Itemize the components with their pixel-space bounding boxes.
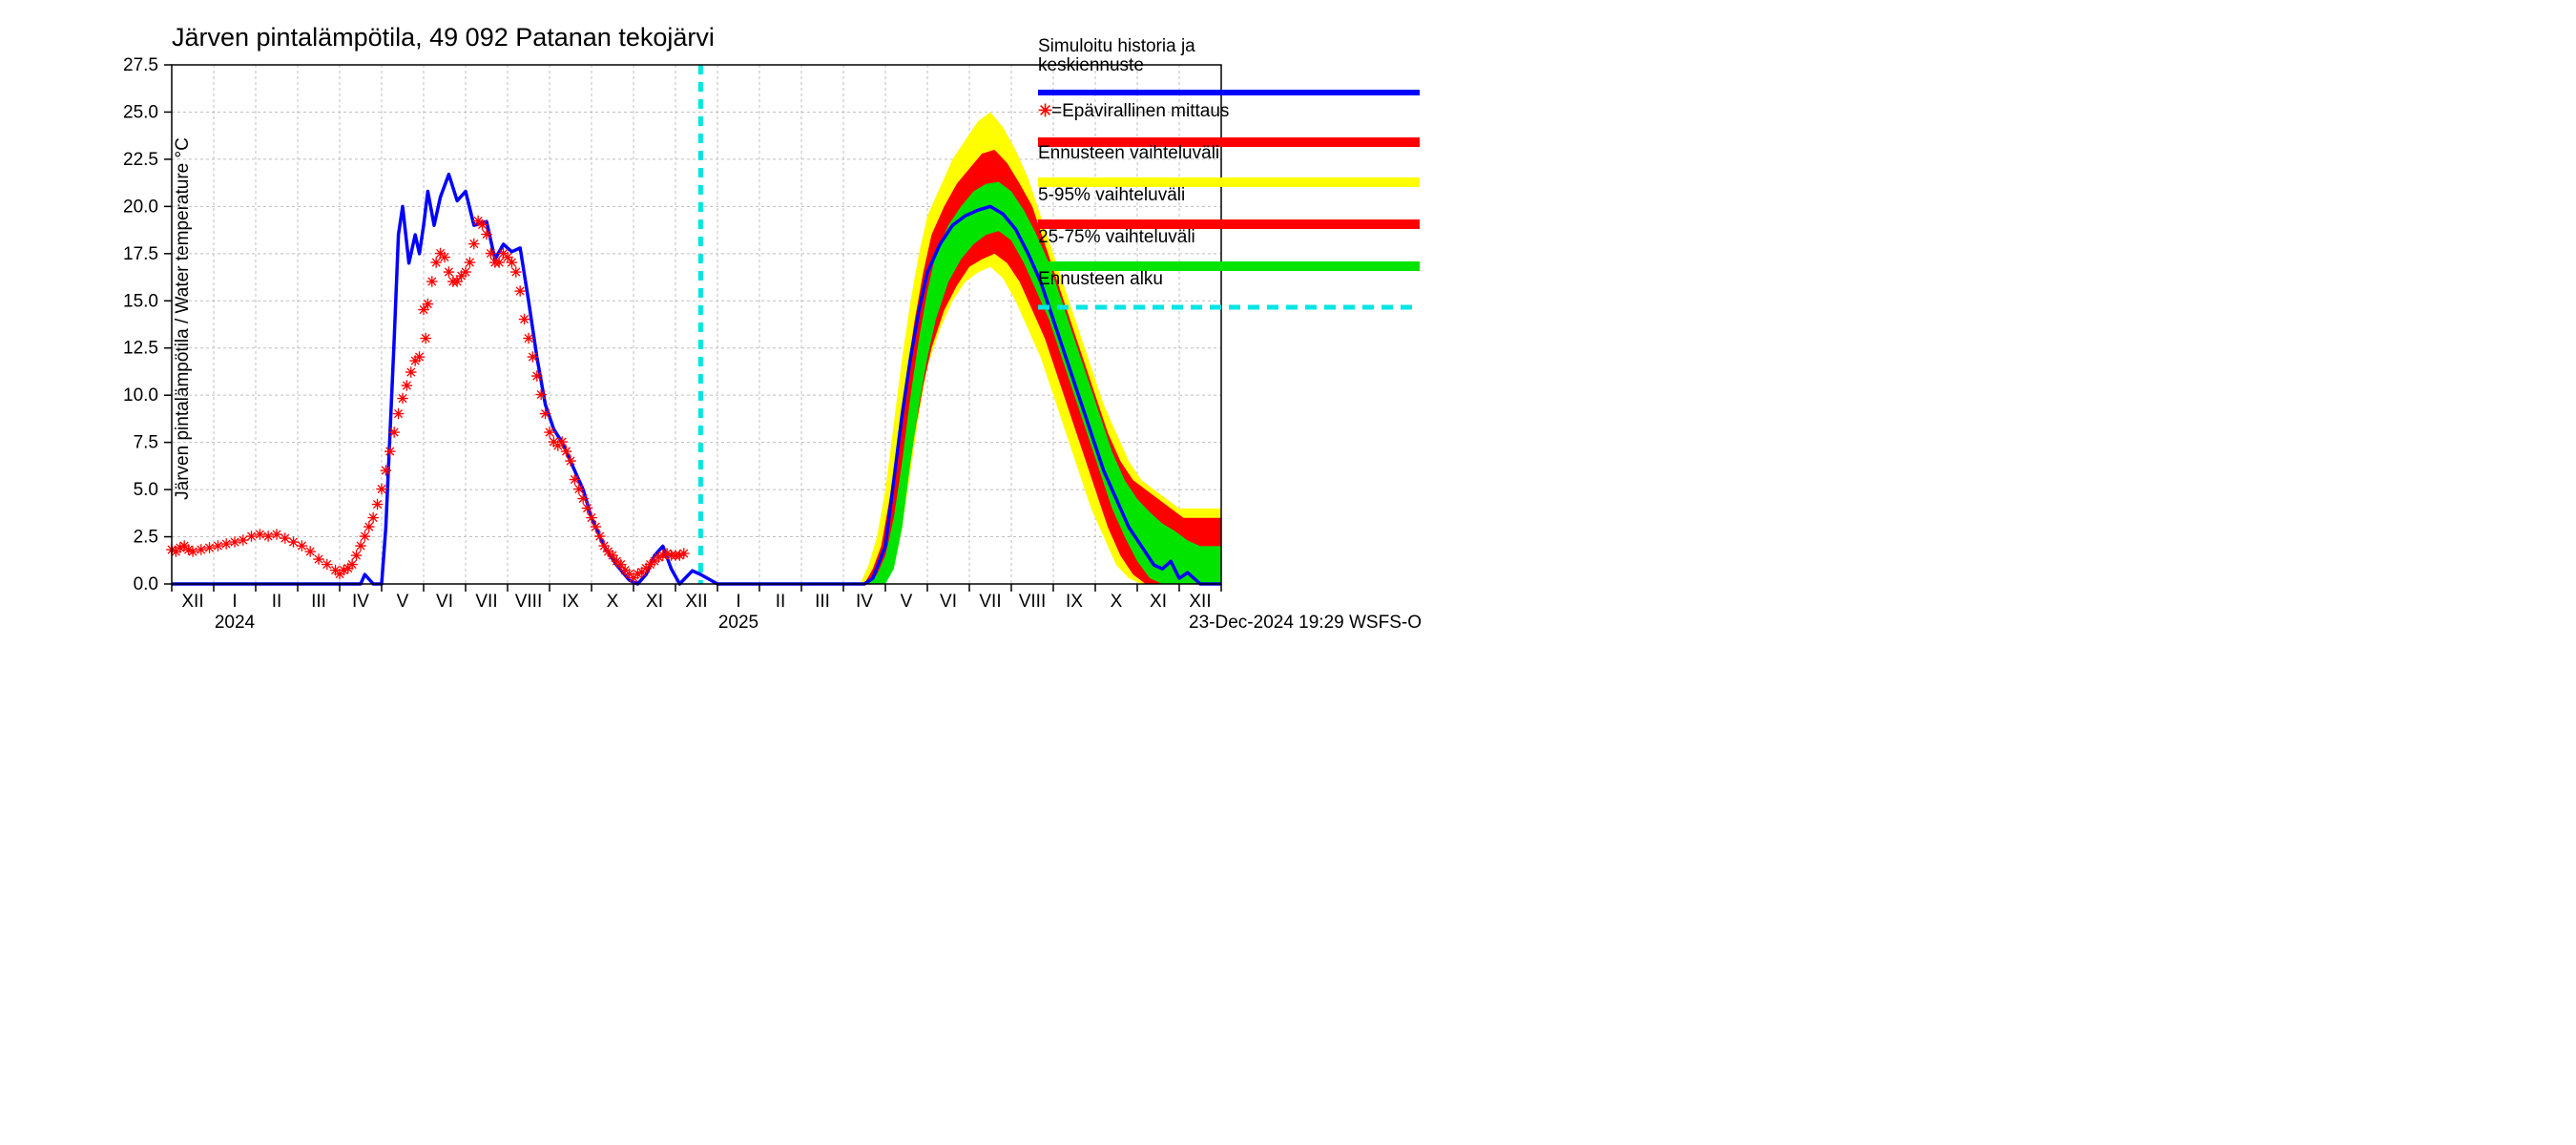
svg-text:✳: ✳ (678, 546, 691, 562)
svg-text:✳: ✳ (420, 331, 432, 347)
svg-text:✳: ✳ (481, 227, 493, 243)
svg-text:IV: IV (856, 592, 873, 612)
svg-text:VIII: VIII (515, 592, 543, 612)
svg-text:XI: XI (646, 592, 663, 612)
svg-text:V: V (901, 592, 913, 612)
svg-text:22.5: 22.5 (123, 150, 158, 170)
svg-text:=Epävirallinen mittaus: =Epävirallinen mittaus (1051, 101, 1229, 121)
svg-text:27.5: 27.5 (123, 55, 158, 75)
svg-text:III: III (815, 592, 830, 612)
svg-text:VII: VII (475, 592, 497, 612)
svg-text:Simuloitu historia ja: Simuloitu historia ja (1038, 36, 1195, 56)
svg-text:5-95% vaihteluväli: 5-95% vaihteluväli (1038, 185, 1185, 205)
svg-text:✳: ✳ (510, 265, 523, 281)
svg-text:✳: ✳ (380, 463, 392, 479)
svg-text:IV: IV (352, 592, 369, 612)
svg-text:17.5: 17.5 (123, 244, 158, 264)
svg-text:✳: ✳ (413, 350, 426, 366)
svg-text:IX: IX (1066, 592, 1083, 612)
svg-text:✳: ✳ (371, 497, 384, 513)
svg-text:✳: ✳ (392, 406, 405, 423)
svg-text:✳: ✳ (426, 274, 439, 290)
svg-text:Ennusteen alku: Ennusteen alku (1038, 269, 1163, 289)
svg-text:VII: VII (979, 592, 1001, 612)
svg-text:XII: XII (181, 592, 203, 612)
svg-text:2.5: 2.5 (134, 528, 158, 548)
svg-text:III: III (311, 592, 326, 612)
svg-text:✳: ✳ (565, 453, 577, 469)
svg-text:2024: 2024 (215, 613, 256, 633)
svg-text:✳: ✳ (464, 256, 476, 272)
svg-text:VI: VI (436, 592, 453, 612)
svg-text:✳: ✳ (518, 312, 530, 328)
svg-text:✳: ✳ (422, 297, 434, 313)
svg-text:✳: ✳ (527, 350, 539, 366)
svg-text:✳: ✳ (531, 368, 544, 385)
svg-text:VI: VI (940, 592, 957, 612)
svg-text:Ennusteen vaihteluväli: Ennusteen vaihteluväli (1038, 143, 1219, 163)
svg-text:0.0: 0.0 (134, 574, 158, 594)
svg-text:25-75% vaihteluväli: 25-75% vaihteluväli (1038, 227, 1195, 247)
svg-text:✳: ✳ (376, 482, 388, 498)
svg-text:X: X (607, 592, 619, 612)
svg-text:IX: IX (562, 592, 579, 612)
svg-text:✳: ✳ (439, 250, 451, 266)
svg-text:I: I (736, 592, 740, 612)
svg-text:25.0: 25.0 (123, 102, 158, 122)
svg-text:✳: ✳ (535, 387, 548, 404)
svg-text:20.0: 20.0 (123, 197, 158, 217)
svg-text:I: I (232, 592, 237, 612)
svg-text:10.0: 10.0 (123, 385, 158, 406)
svg-text:XII: XII (685, 592, 707, 612)
svg-text:XI: XI (1150, 592, 1167, 612)
svg-text:II: II (776, 592, 786, 612)
chart-svg: ✳✳✳✳✳✳✳✳✳✳✳✳✳✳✳✳✳✳✳✳✳✳✳✳✳✳✳✳✳✳✳✳✳✳✳✳✳✳✳✳… (0, 0, 1431, 636)
svg-text:✳: ✳ (384, 445, 397, 461)
svg-text:✳: ✳ (539, 406, 551, 423)
svg-text:✳: ✳ (1038, 101, 1052, 120)
svg-text:15.0: 15.0 (123, 291, 158, 311)
svg-text:2025: 2025 (718, 613, 758, 633)
footer-timestamp: 23-Dec-2024 19:29 WSFS-O (1189, 613, 1422, 633)
svg-text:X: X (1111, 592, 1123, 612)
svg-text:✳: ✳ (523, 331, 535, 347)
svg-text:V: V (397, 592, 409, 612)
svg-text:✳: ✳ (468, 237, 481, 253)
svg-text:5.0: 5.0 (134, 480, 158, 500)
svg-text:7.5: 7.5 (134, 433, 158, 453)
svg-text:VIII: VIII (1019, 592, 1047, 612)
chart-title: Järven pintalämpötila, 49 092 Patanan te… (172, 23, 715, 52)
svg-text:✳: ✳ (388, 426, 401, 442)
svg-text:keskiennuste: keskiennuste (1038, 55, 1144, 75)
svg-text:II: II (272, 592, 282, 612)
svg-text:12.5: 12.5 (123, 339, 158, 359)
svg-text:✳: ✳ (514, 283, 527, 300)
svg-text:XII: XII (1189, 592, 1211, 612)
